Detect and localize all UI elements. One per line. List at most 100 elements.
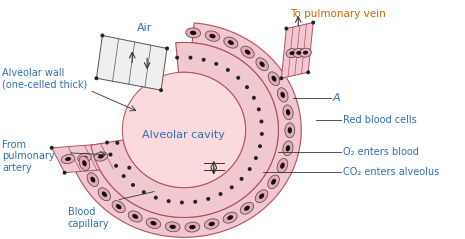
- Ellipse shape: [98, 188, 111, 201]
- Circle shape: [214, 62, 218, 66]
- Ellipse shape: [277, 88, 288, 102]
- Ellipse shape: [79, 156, 90, 170]
- Ellipse shape: [296, 51, 301, 55]
- Ellipse shape: [209, 222, 215, 226]
- Ellipse shape: [122, 72, 246, 188]
- Text: Alveolar wall
(one-celled thick): Alveolar wall (one-celled thick): [2, 68, 87, 90]
- Polygon shape: [91, 43, 279, 217]
- Text: From
pulmonary
artery: From pulmonary artery: [2, 140, 54, 173]
- Ellipse shape: [272, 76, 276, 81]
- Circle shape: [154, 196, 158, 200]
- Ellipse shape: [259, 193, 264, 199]
- Ellipse shape: [283, 105, 293, 120]
- Ellipse shape: [185, 222, 200, 232]
- Ellipse shape: [280, 163, 285, 169]
- Text: CO₂ enters alveolus: CO₂ enters alveolus: [343, 167, 439, 177]
- Ellipse shape: [256, 58, 268, 71]
- Circle shape: [94, 76, 99, 80]
- Ellipse shape: [293, 48, 305, 57]
- Ellipse shape: [81, 156, 87, 160]
- Polygon shape: [96, 35, 167, 90]
- Circle shape: [114, 164, 118, 168]
- Ellipse shape: [240, 202, 253, 214]
- Ellipse shape: [116, 204, 121, 209]
- Circle shape: [260, 132, 264, 136]
- Ellipse shape: [128, 211, 142, 222]
- Circle shape: [236, 76, 240, 80]
- Circle shape: [202, 58, 206, 62]
- Ellipse shape: [209, 34, 216, 38]
- Ellipse shape: [245, 49, 251, 55]
- Ellipse shape: [285, 123, 295, 138]
- Circle shape: [311, 21, 315, 25]
- Ellipse shape: [189, 225, 195, 229]
- Circle shape: [258, 144, 262, 148]
- Ellipse shape: [78, 153, 92, 162]
- Ellipse shape: [280, 92, 285, 98]
- Ellipse shape: [288, 127, 292, 133]
- Polygon shape: [73, 23, 301, 237]
- Circle shape: [122, 174, 126, 178]
- Circle shape: [175, 56, 179, 60]
- Ellipse shape: [61, 154, 75, 164]
- Ellipse shape: [150, 221, 157, 225]
- Ellipse shape: [205, 31, 220, 41]
- Circle shape: [50, 146, 53, 150]
- Circle shape: [131, 183, 135, 187]
- Ellipse shape: [255, 190, 268, 203]
- Ellipse shape: [170, 225, 176, 229]
- Ellipse shape: [277, 158, 288, 173]
- Circle shape: [284, 27, 288, 31]
- Ellipse shape: [223, 212, 237, 223]
- Circle shape: [127, 166, 131, 170]
- Text: To pulmonary vein: To pulmonary vein: [290, 9, 386, 19]
- Circle shape: [230, 185, 234, 189]
- Circle shape: [142, 190, 146, 194]
- Circle shape: [239, 177, 244, 181]
- Circle shape: [180, 201, 184, 205]
- Circle shape: [193, 200, 197, 204]
- Circle shape: [63, 171, 66, 175]
- Circle shape: [159, 88, 163, 92]
- Ellipse shape: [224, 37, 238, 48]
- Circle shape: [206, 197, 210, 201]
- Circle shape: [165, 46, 169, 50]
- Ellipse shape: [65, 157, 71, 161]
- Ellipse shape: [303, 51, 308, 54]
- Circle shape: [248, 167, 252, 171]
- Ellipse shape: [271, 179, 276, 185]
- Text: Air: Air: [137, 22, 153, 33]
- Circle shape: [279, 76, 283, 80]
- Ellipse shape: [112, 201, 125, 213]
- Ellipse shape: [290, 51, 294, 55]
- Circle shape: [259, 120, 264, 124]
- Polygon shape: [52, 143, 129, 173]
- Circle shape: [100, 33, 105, 38]
- Polygon shape: [281, 22, 313, 78]
- Ellipse shape: [146, 218, 161, 228]
- Ellipse shape: [94, 152, 108, 161]
- Ellipse shape: [165, 222, 180, 232]
- Ellipse shape: [227, 215, 233, 220]
- Ellipse shape: [259, 61, 265, 67]
- Circle shape: [166, 199, 171, 203]
- Text: A: A: [333, 93, 341, 103]
- Circle shape: [252, 96, 256, 100]
- Ellipse shape: [268, 175, 279, 189]
- Circle shape: [257, 107, 261, 111]
- Ellipse shape: [283, 141, 293, 156]
- Ellipse shape: [286, 109, 290, 115]
- Ellipse shape: [286, 145, 290, 152]
- Ellipse shape: [98, 155, 104, 158]
- Circle shape: [226, 68, 230, 72]
- Ellipse shape: [82, 160, 86, 166]
- Ellipse shape: [299, 48, 312, 57]
- Ellipse shape: [90, 177, 95, 183]
- Ellipse shape: [190, 31, 196, 35]
- Ellipse shape: [132, 214, 138, 219]
- Circle shape: [115, 141, 120, 145]
- Text: Blood
capillary: Blood capillary: [67, 207, 109, 229]
- Circle shape: [188, 56, 193, 60]
- Ellipse shape: [186, 28, 200, 38]
- Circle shape: [245, 85, 249, 89]
